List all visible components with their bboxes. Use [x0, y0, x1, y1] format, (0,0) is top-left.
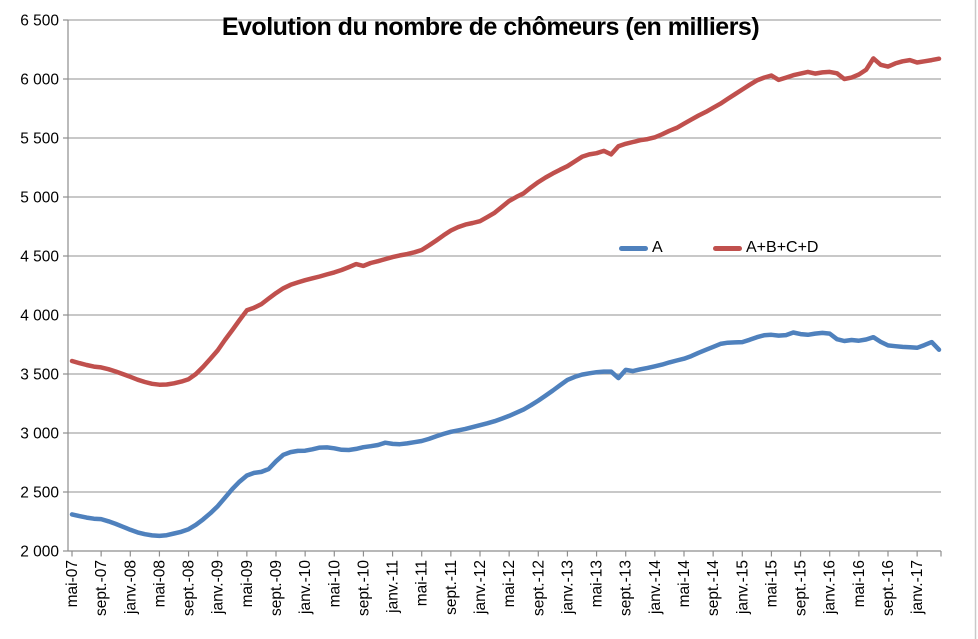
x-tick-label: janv.-13 — [559, 560, 576, 615]
x-tick-label: mai-13 — [589, 560, 606, 607]
x-tick-label: mai-15 — [763, 560, 780, 607]
y-tick-label: 5 000 — [20, 190, 59, 207]
legend-swatch-a-icon — [619, 245, 648, 251]
x-tick-label: janv.-16 — [822, 560, 839, 615]
y-tick-label: 6 500 — [20, 13, 59, 30]
legend-swatch-abcd-icon — [713, 245, 742, 251]
x-tick-label: sept.-11 — [443, 560, 460, 615]
y-tick-label: 2 000 — [20, 544, 59, 561]
x-tick-label: sept.-08 — [181, 560, 198, 616]
y-tick-label: 3 500 — [20, 367, 59, 384]
y-tick-label: 3 000 — [20, 426, 59, 443]
x-tick-label: sept.-13 — [618, 560, 635, 616]
x-tick-label: janv.-17 — [909, 560, 926, 615]
chart-title: Evolution du nombre de chômeurs (en mill… — [221, 13, 760, 41]
x-tick-label: sept.-07 — [93, 560, 110, 616]
x-tick-label: janv.-08 — [122, 560, 139, 615]
x-tick-label: mai-16 — [851, 560, 868, 607]
x-tick-label: janv.-10 — [297, 560, 314, 615]
x-tick-label: mai-09 — [239, 560, 256, 607]
x-tick-label: sept.-09 — [268, 560, 285, 616]
x-tick-label: janv.-11 — [385, 560, 402, 614]
x-tick-label: mai-12 — [501, 560, 518, 607]
y-tick-label: 4 500 — [20, 249, 59, 266]
legend-label-abcd: A+B+C+D — [746, 239, 819, 256]
x-tick-label: mai-11 — [414, 560, 431, 606]
x-tick-label: sept.-16 — [880, 560, 897, 616]
x-tick-label: janv.-14 — [647, 560, 664, 615]
legend-item-a: A — [619, 239, 663, 257]
series-abcd-line — [69, 56, 942, 387]
legend-label-a: A — [652, 239, 663, 256]
x-tick-label: janv.-09 — [210, 560, 227, 615]
series-a-line — [69, 330, 942, 539]
x-tick-label: mai-14 — [676, 560, 693, 608]
x-tick-label: sept.-12 — [530, 560, 547, 616]
y-tick-label: 6 000 — [20, 72, 59, 89]
x-tick-label: sept.-14 — [705, 560, 722, 616]
y-tick-label: 5 500 — [20, 131, 59, 148]
y-tick-label: 2 500 — [20, 485, 59, 502]
x-tick-label: mai-07 — [64, 560, 81, 607]
x-tick-label: sept.-10 — [355, 560, 372, 616]
x-tick-label: mai-08 — [151, 560, 168, 607]
legend-item-abcd: A+B+C+D — [713, 239, 818, 257]
x-tick-label: janv.-12 — [472, 560, 489, 615]
x-tick-label: sept.-15 — [793, 560, 810, 616]
x-tick-label: janv.-15 — [734, 560, 751, 615]
x-tick-label: mai-10 — [326, 560, 343, 608]
y-tick-label: 4 000 — [20, 308, 59, 325]
